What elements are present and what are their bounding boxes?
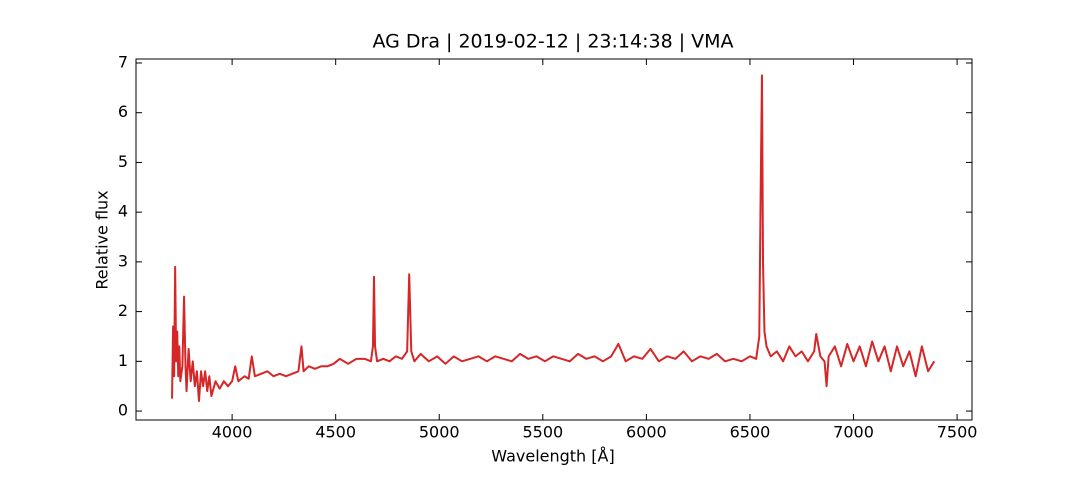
plot-frame <box>135 58 973 421</box>
x-tick-label: 5500 <box>522 423 563 442</box>
x-tick-label: 6500 <box>730 423 771 442</box>
x-tick-label: 7000 <box>833 423 874 442</box>
x-axis-label: Wavelength [Å] <box>491 447 614 466</box>
x-tick-label: 4000 <box>212 423 253 442</box>
x-tick-label: 6000 <box>626 423 667 442</box>
x-tick-label: 4500 <box>315 423 356 442</box>
spectrum-line <box>171 74 936 403</box>
x-tick-label: 7500 <box>937 423 978 442</box>
y-axis-label: Relative flux <box>93 190 112 289</box>
x-tick-label: 5000 <box>419 423 460 442</box>
y-tick-label: 5 <box>118 152 128 171</box>
y-tick-label: 6 <box>118 102 128 121</box>
y-tick-label: 3 <box>118 251 128 270</box>
y-tick-label: 7 <box>118 52 128 71</box>
y-tick-label: 2 <box>118 301 128 320</box>
y-tick-label: 4 <box>118 202 128 221</box>
chart-title: AG Dra | 2019-02-12 | 23:14:38 | VMA <box>372 31 733 53</box>
y-tick-label: 0 <box>118 401 128 420</box>
y-tick-label: 1 <box>118 351 128 370</box>
